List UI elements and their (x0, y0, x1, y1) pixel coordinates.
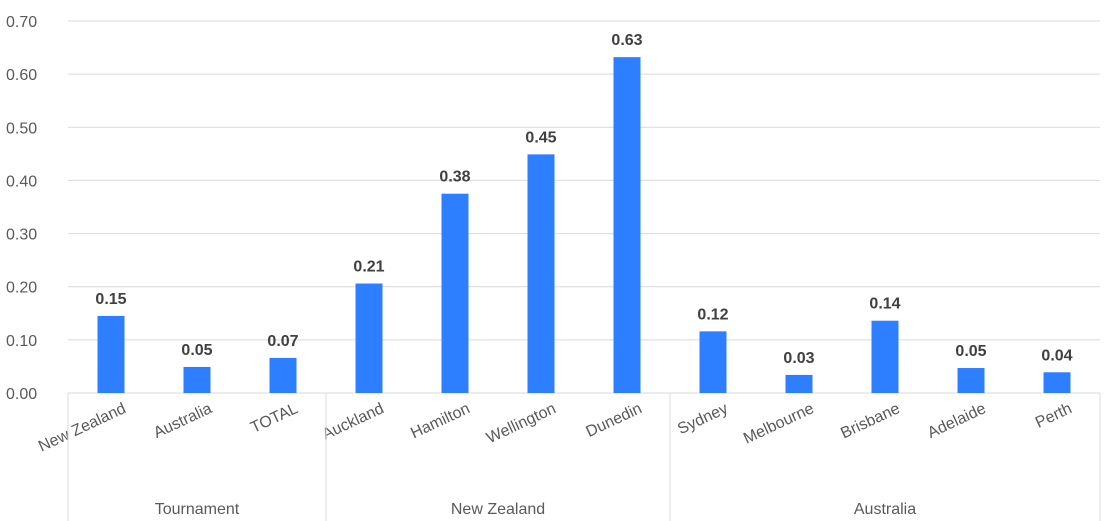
x-tick-label: New Zealand (36, 400, 129, 455)
data-label: 0.05 (955, 343, 986, 360)
data-label: 0.45 (525, 129, 556, 146)
data-label: 0.14 (869, 296, 900, 313)
bar (785, 374, 813, 393)
x-tick-label: Wellington (484, 400, 559, 447)
data-label: 0.03 (783, 350, 814, 367)
y-tick-label: 0.40 (6, 173, 37, 190)
bar (699, 331, 727, 393)
y-tick-label: 0.20 (6, 280, 37, 297)
x-tick-label: Brisbane (838, 400, 903, 442)
bar (269, 357, 297, 393)
data-label: 0.05 (181, 342, 212, 359)
x-tick-label: Perth (1033, 400, 1075, 432)
data-label: 0.15 (95, 291, 126, 308)
y-tick-label: 0.50 (6, 120, 37, 137)
bar (183, 366, 211, 393)
bar (355, 283, 383, 393)
y-tick-label: 0.70 (6, 14, 37, 31)
data-label: 0.21 (353, 259, 384, 276)
group-label: Tournament (155, 501, 240, 518)
y-tick-label: 0.60 (6, 67, 37, 84)
bar (957, 368, 985, 393)
bar (527, 154, 555, 393)
y-tick-label: 0.00 (6, 386, 37, 403)
y-axis: 0.00 0.10 0.20 0.30 0.40 0.50 0.60 0.70 (6, 14, 37, 403)
x-tick-label: Adelaide (925, 400, 989, 442)
y-tick-label: 0.30 (6, 227, 37, 244)
data-labels: 0.15 0.05 0.07 0.21 0.38 0.45 0.63 0.12 0.03 0.14… (95, 32, 1072, 367)
y-tick-label: 0.10 (6, 333, 37, 350)
x-tick-label: Hamilton (408, 400, 472, 442)
x-tick-label: Auckland (320, 400, 387, 443)
data-label: 0.38 (439, 169, 470, 186)
x-tick-label: Sydney (675, 400, 731, 438)
data-label: 0.12 (697, 306, 728, 323)
x-axis: New Zealand Australia TOTAL Auckland Hamilto… (36, 400, 1075, 455)
x-tick-label: Australia (151, 400, 215, 442)
category-groups: Tournament New Zealand Australia (67, 393, 1101, 521)
data-label: 0.04 (1041, 347, 1072, 364)
data-label: 0.07 (267, 333, 298, 350)
x-tick-label: TOTAL (248, 400, 301, 437)
group-label: New Zealand (451, 501, 545, 518)
gridlines (68, 20, 1100, 394)
bars (97, 57, 1071, 393)
x-tick-label: Melbourne (741, 400, 817, 447)
x-tick-label: Dunedin (583, 400, 644, 441)
bar (1043, 372, 1071, 393)
data-label: 0.63 (611, 32, 642, 49)
bar (613, 57, 641, 393)
bar (871, 320, 899, 393)
group-label: Australia (854, 501, 916, 518)
bar (441, 193, 469, 393)
bar (97, 315, 125, 393)
